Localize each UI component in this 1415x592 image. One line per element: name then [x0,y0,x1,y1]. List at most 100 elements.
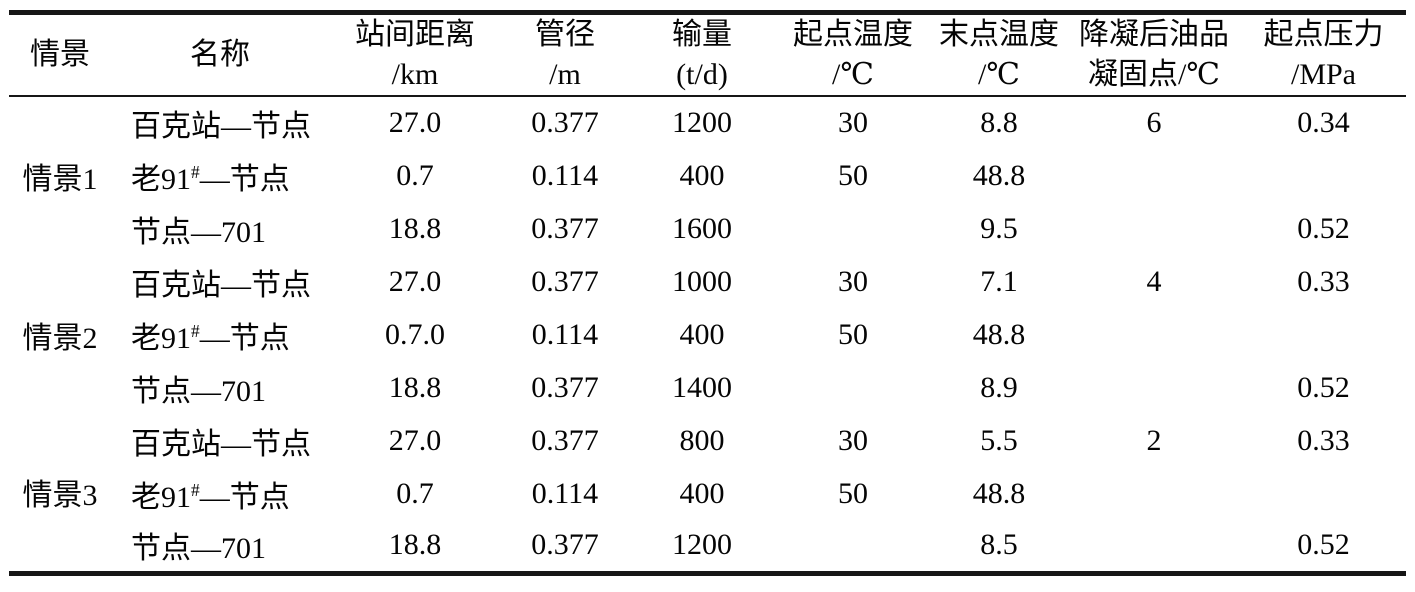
segment-name-text: —节点 [199,480,290,514]
start-temp-value: 50 [838,317,868,351]
table-row: 节点—701 18.8 0.377 1200 8.5 0.52 [9,520,1406,573]
table-row: 情景2 百克站—节点 27.0 0.377 1000 30 7.1 4 0.33 [9,255,1406,355]
well-number-superscript: # [191,479,200,500]
header-throughput: 输量 (t/d) [629,12,775,97]
diameter-value: 0.377 [531,211,599,245]
pour-point-value [1067,361,1241,414]
header-end-temp: 末点温度 /℃ [931,12,1067,97]
segment-name: 节点—701 [111,520,329,573]
pressure-value: 0.52 [1297,370,1350,404]
segment-name: 老91#—节点 [111,308,329,361]
header-start-temp: 起点温度 /℃ [775,12,931,97]
distance-value: 27.0 [388,423,442,457]
pour-point-value [1067,149,1241,202]
pour-point-value [1067,308,1241,361]
header-line: 末点温度 [939,18,1059,51]
pour-point-value [1067,202,1241,255]
header-unit: /℃ [832,58,874,91]
table-row: 老91#—节点 0.7.0 0.114 400 50 48.8 [9,308,1406,361]
header-line: 站间距离 [355,18,475,51]
diameter-value: 0.377 [531,106,599,139]
segment-name: 老91#—节点 [111,467,329,520]
throughput-value: 800 [679,423,725,457]
well-number-superscript: # [191,161,200,182]
pour-point-value: 4 [1146,264,1162,298]
header-name: 名称 [111,12,329,97]
start-temp-value: 30 [838,423,868,457]
header-line: 起点压力 [1263,18,1384,51]
pour-point-value [1067,520,1241,573]
distance-value: 27.0 [388,264,442,298]
header-unit: 凝固点/℃ [1088,58,1220,91]
segment-name-text: —节点 [199,321,290,355]
segment-name-text: 老91 [131,321,191,355]
end-temp-value: 48.8 [972,317,1026,351]
end-temp-value: 7.1 [980,264,1018,298]
pressure-value [1241,308,1406,361]
throughput-value: 1200 [672,106,732,139]
segment-name-text: 节点—701 [131,215,266,249]
pressure-value: 0.52 [1297,528,1350,562]
end-temp-value: 9.5 [980,211,1018,245]
distance-value: 18.8 [388,211,442,245]
start-temp-value [775,202,931,255]
diameter-value: 0.377 [531,423,599,457]
table-row: 老91#—节点 0.7 0.114 400 50 48.8 [9,467,1406,520]
pressure-value [1241,467,1406,520]
segment-name-text: 百克站—节点 [131,427,311,461]
start-temp-value: 50 [838,476,868,510]
pressure-value: 0.34 [1297,106,1350,139]
diameter-value: 0.377 [531,528,599,562]
pressure-value [1241,149,1406,202]
header-distance: 站间距离/km [329,12,501,97]
header-line: 情景 [30,38,90,71]
segment-name: 百克站—节点 [111,96,329,149]
diameter-value: 0.114 [531,476,599,510]
header-line: 降凝后油品 [1079,18,1229,51]
table-row: 节点—701 18.8 0.377 1600 9.5 0.52 [9,202,1406,255]
segment-name: 百克站—节点 [111,414,329,467]
header-pressure: 起点压力/MPa [1241,12,1406,97]
end-temp-value: 5.5 [980,423,1018,457]
header-line: 起点温度 [793,18,913,51]
pour-point-value: 6 [1146,106,1162,139]
header-unit: /km [391,58,439,91]
distance-value: 0.7 [396,158,434,192]
segment-name-text: 百克站—节点 [131,268,311,302]
end-temp-value: 8.8 [980,106,1018,139]
throughput-value: 1200 [672,528,732,562]
throughput-value: 400 [679,317,725,351]
distance-value: 18.8 [388,370,442,404]
segment-name: 节点—701 [111,202,329,255]
table-row: 节点—701 18.8 0.377 1400 8.9 0.52 [9,361,1406,414]
throughput-value: 1400 [672,370,732,404]
header-scenario: 情景 [9,12,111,97]
throughput-value: 1600 [672,211,732,245]
pipeline-scenarios-table: 情景 名称 站间距离/km 管径/m 输量 (t/d) 起点温度 /℃ 末点温度 /℃… [9,10,1406,576]
table-row: 情景1 百克站—节点 27.0 0.377 1200 30 8.8 6 0.34 [9,96,1406,196]
segment-name: 节点—701 [111,361,329,414]
segment-name-text: —节点 [199,162,290,196]
diameter-value: 0.114 [531,317,599,351]
header-unit: /℃ [978,58,1020,91]
throughput-value: 400 [679,158,725,192]
start-temp-value [775,520,931,573]
header-pour-point: 降凝后油品凝固点/℃ [1067,12,1241,97]
throughput-value: 400 [679,476,725,510]
scenario-label: 情景3 [22,479,98,513]
pressure-value: 0.33 [1297,264,1350,298]
distance-value: 18.8 [388,528,442,562]
distance-value: 0.7.0 [385,317,445,351]
segment-name-text: 老91 [131,162,191,196]
header-diameter: 管径/m [501,12,629,97]
header-unit: /m [549,58,581,91]
pour-point-value [1067,467,1241,520]
header-unit: /MPa [1290,58,1356,91]
diameter-value: 0.114 [531,158,599,192]
start-temp-value: 30 [838,264,868,298]
header-line: 管径 [535,18,595,51]
pressure-value: 0.33 [1297,423,1350,457]
start-temp-value: 50 [838,158,868,192]
segment-name-text: 节点—701 [131,374,266,408]
table-row: 情景3 百克站—节点 27.0 0.377 800 30 5.5 2 0.33 [9,414,1406,513]
